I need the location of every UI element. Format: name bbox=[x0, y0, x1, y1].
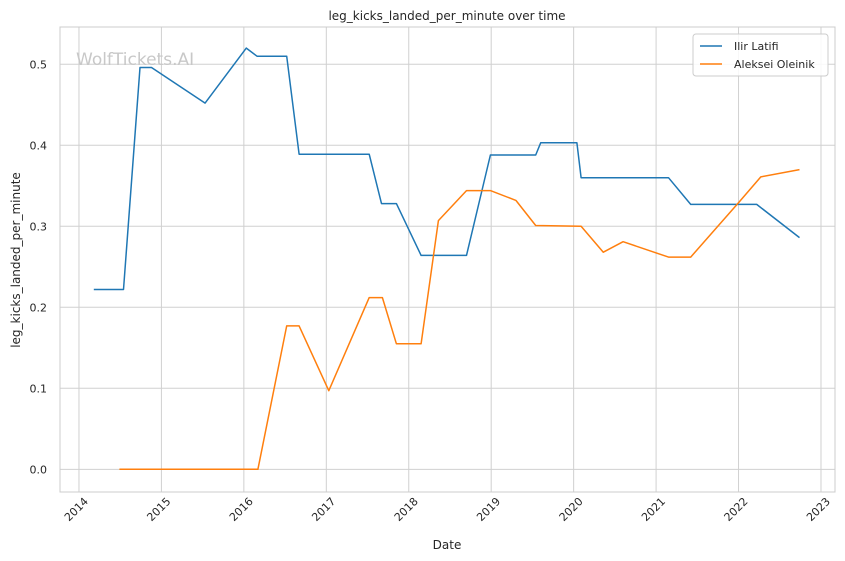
y-tick-label: 0.3 bbox=[30, 220, 48, 233]
x-tick-labels: 2014 2015 2016 2017 2018 2019 2020 2021 2022 2023 bbox=[62, 495, 833, 524]
legend-label-0: Ilir Latifi bbox=[734, 40, 779, 53]
x-tick-label: 2022 bbox=[722, 495, 751, 524]
y-tick-label: 0.5 bbox=[30, 58, 48, 71]
x-axis-label: Date bbox=[433, 538, 462, 552]
y-tick-label: 0.2 bbox=[30, 301, 48, 314]
y-tick-label: 0.0 bbox=[30, 463, 48, 476]
y-axis-label: leg_kicks_landed_per_minute bbox=[9, 172, 23, 348]
legend: Ilir Latifi Aleksei Oleinik bbox=[692, 33, 829, 77]
x-tick-label: 2015 bbox=[144, 495, 173, 524]
x-gridlines bbox=[78, 27, 822, 492]
plot-frame bbox=[59, 26, 836, 493]
x-tick-label: 2014 bbox=[62, 495, 91, 524]
x-tick-label: 2021 bbox=[639, 495, 668, 524]
y-tick-labels: 0.0 0.1 0.2 0.3 0.4 0.5 bbox=[30, 58, 48, 476]
x-tick-label: 2020 bbox=[557, 495, 586, 524]
x-tick-label: 2019 bbox=[474, 495, 503, 524]
series-line-1 bbox=[119, 168, 800, 471]
y-tick-label: 0.4 bbox=[30, 139, 48, 152]
series-line-0 bbox=[93, 47, 800, 291]
legend-label-1: Aleksei Oleinik bbox=[734, 58, 815, 71]
y-tick-label: 0.1 bbox=[30, 382, 48, 395]
x-tick-label: 2017 bbox=[309, 495, 338, 524]
series-lines bbox=[93, 47, 800, 471]
chart-title: leg_kicks_landed_per_minute over time bbox=[328, 9, 565, 23]
plot-area bbox=[60, 27, 835, 492]
watermark: WolfTickets.AI bbox=[76, 50, 194, 70]
x-tick-label: 2018 bbox=[392, 495, 421, 524]
x-tick-label: 2016 bbox=[227, 495, 256, 524]
x-tick-label: 2023 bbox=[804, 495, 833, 524]
legend-box bbox=[692, 33, 829, 77]
